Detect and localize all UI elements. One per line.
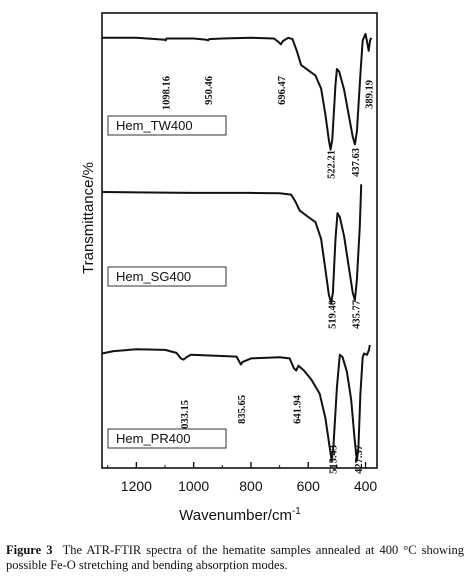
x-tick-label: 800 [239, 478, 263, 494]
figure-caption: Figure 3 The ATR-FTIR spectra of the hem… [6, 543, 464, 573]
peak-label: 835.65 [237, 395, 248, 424]
peak-label: 1098.16 [162, 76, 173, 110]
spectrum-line-2 [101, 184, 363, 304]
caption-text: The ATR-FTIR spectra of the hematite sam… [6, 543, 465, 572]
spectrum-line-1 [102, 32, 373, 151]
peak-label: 641.94 [293, 394, 304, 424]
y-axis-title: Transmittance/% [80, 162, 97, 274]
peak-label: 522.21 [327, 150, 338, 179]
x-tick-label: 1000 [178, 478, 209, 494]
peak-label: 437.63 [351, 148, 362, 177]
sample-label-text: Hem_SG400 [116, 269, 191, 284]
plot-frame [101, 12, 378, 469]
sample-label-text: Hem_PR400 [116, 431, 190, 446]
x-axis-title-superscript: -1 [292, 506, 301, 517]
caption-label: Figure 3 [6, 543, 53, 557]
peak-label: 435.77 [352, 300, 363, 329]
x-axis: 1200 1000 800 600 400 [107, 462, 378, 494]
spectra-group [101, 32, 373, 462]
peak-label: 519.40 [328, 300, 339, 329]
peak-label: 427.37 [354, 445, 365, 474]
x-tick-label: 600 [297, 478, 321, 494]
peak-labels-group: 1098.16 950.46 696.47 522.21 437.63 389.19 519… [162, 76, 376, 474]
sample-boxes-group: Hem_TW400 Hem_SG400 Hem_PR400 [107, 115, 227, 449]
sample-label-box [107, 115, 227, 136]
x-axis-title-text: Wavenumber/cm [179, 507, 292, 524]
x-tick-label: 1200 [121, 478, 152, 494]
x-axis-title: Wavenumber/cm-1 [179, 506, 301, 524]
peak-label: 389.19 [365, 80, 376, 109]
peak-label: 1033.15 [180, 400, 191, 434]
peak-label: 696.47 [277, 76, 288, 105]
sample-label-box [107, 266, 227, 287]
peak-label: 515.43 [329, 445, 340, 474]
spectrum-line-3 [101, 344, 371, 462]
sample-label-box [107, 428, 227, 449]
x-tick-label: 400 [354, 478, 378, 494]
sample-label-text: Hem_TW400 [116, 118, 193, 133]
ftir-chart: 1098.16 950.46 696.47 522.21 437.63 389.19 519… [80, 12, 378, 524]
peak-label: 950.46 [204, 76, 215, 105]
